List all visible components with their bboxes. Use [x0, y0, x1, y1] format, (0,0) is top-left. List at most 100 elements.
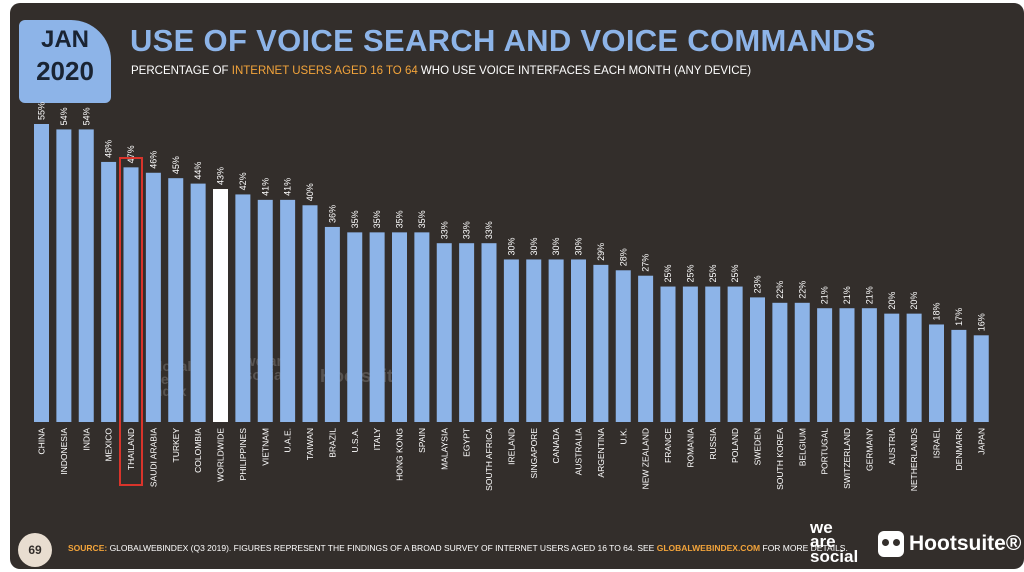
value-label: 41%: [260, 178, 270, 196]
bar: [34, 124, 49, 422]
bar: [235, 194, 251, 422]
hootsuite-logo: Hootsuite®: [878, 531, 1021, 557]
subtitle-prefix: PERCENTAGE OF: [131, 65, 232, 77]
bar: [392, 232, 407, 422]
category-label: WORLDWIDE: [216, 428, 226, 482]
value-label: 35%: [395, 210, 405, 228]
category-label: NEW ZEALAND: [641, 428, 651, 489]
value-label: 35%: [417, 210, 427, 228]
source-text: GLOBALWEBINDEX (Q3 2019). FIGURES REPRES…: [107, 543, 657, 553]
bar: [727, 286, 743, 422]
bar: [638, 275, 654, 422]
bar: [101, 161, 117, 422]
category-label: ISRAEL: [932, 428, 942, 459]
category-label: NETHERLANDS: [909, 428, 919, 492]
value-label: 41%: [283, 178, 293, 196]
value-label: 46%: [148, 151, 158, 169]
slide: JAN 2020 USE OF VOICE SEARCH AND VOICE C…: [10, 3, 1024, 569]
owl-icon: [878, 531, 904, 557]
value-label: 35%: [372, 210, 382, 228]
value-label: 44%: [193, 162, 203, 180]
bar: [615, 270, 631, 422]
category-label: PORTUGAL: [820, 428, 830, 475]
value-label: 47%: [126, 145, 136, 163]
bar: [481, 243, 497, 422]
page-number: 69: [18, 533, 52, 567]
category-label: SWEDEN: [753, 428, 763, 465]
category-label: ROMANIA: [685, 428, 695, 468]
bar: [302, 205, 318, 422]
value-label: 25%: [708, 265, 718, 283]
value-label: 42%: [238, 172, 248, 190]
category-label: GERMANY: [864, 428, 874, 471]
value-label: 33%: [484, 221, 494, 239]
bar-chart: 55% CHINA 54% INDONESIA 54% INDIA 48% MEXICO 47%…: [34, 102, 989, 492]
page-title: USE OF VOICE SEARCH AND VOICE COMMANDS: [130, 23, 876, 58]
category-label: BRAZIL: [327, 428, 337, 458]
value-label: 43%: [216, 167, 226, 185]
category-label: COLOMBIA: [193, 428, 203, 473]
bar: [660, 286, 676, 422]
value-label: 29%: [596, 243, 606, 261]
bar: [190, 183, 206, 422]
source-link[interactable]: GLOBALWEBINDEX.COM: [656, 543, 761, 553]
category-label: SPAIN: [417, 428, 427, 453]
value-label: 27%: [641, 254, 651, 272]
category-label: MEXICO: [104, 428, 114, 462]
bar: [817, 308, 833, 422]
bar: [571, 259, 586, 422]
category-label: RUSSIA: [708, 428, 718, 460]
value-label: 30%: [551, 237, 561, 255]
bar: [145, 172, 161, 422]
category-label: INDONESIA: [59, 428, 69, 475]
we-are-social-logo: we are social: [810, 518, 860, 566]
bar: [459, 243, 475, 422]
bar: [705, 286, 721, 422]
date-year: 2020: [36, 56, 94, 86]
category-label: FRANCE: [663, 428, 673, 463]
value-label: 28%: [618, 248, 628, 266]
bar: [750, 297, 765, 422]
source-end: FOR MORE DETAILS.: [760, 543, 848, 553]
bar: [347, 232, 363, 422]
category-label: EGYPT: [462, 428, 472, 457]
value-label: 30%: [529, 237, 539, 255]
category-label: SAUDI ARABIA: [148, 428, 158, 487]
bar: [123, 167, 139, 422]
bar: [436, 243, 452, 422]
category-label: U.S.A.: [350, 428, 360, 453]
value-label: 48%: [104, 140, 114, 158]
value-label: 20%: [909, 292, 919, 310]
bar: [503, 259, 519, 422]
category-label: MALAYSIA: [439, 428, 449, 470]
bar: [280, 199, 296, 422]
value-label: 35%: [350, 210, 360, 228]
source-note: SOURCE: GLOBALWEBINDEX (Q3 2019). FIGURE…: [68, 543, 848, 553]
category-label: TAIWAN: [305, 428, 315, 460]
bar: [794, 302, 810, 422]
value-label: 17%: [954, 308, 964, 326]
bar: [861, 308, 877, 422]
we-are-social-logo-text: we are social: [810, 518, 859, 566]
bar: [884, 313, 900, 422]
category-label: U.A.E.: [283, 428, 293, 453]
bar: [951, 329, 967, 422]
value-label: 54%: [81, 107, 91, 125]
bar: [369, 232, 385, 422]
category-label: SOUTH AFRICA: [484, 428, 494, 491]
page-subtitle: PERCENTAGE OF INTERNET USERS AGED 16 TO …: [131, 65, 751, 77]
value-label: 21%: [864, 286, 874, 304]
category-label: HONG KONG: [395, 428, 405, 481]
category-label: THAILAND: [126, 428, 136, 470]
value-label: 18%: [932, 302, 942, 320]
bar: [78, 129, 94, 422]
value-label: 40%: [305, 183, 315, 201]
category-label: PHILIPPINES: [238, 428, 248, 481]
category-label: DENMARK: [954, 428, 964, 471]
hootsuite-logo-text: Hootsuite®: [909, 532, 1022, 555]
value-label: 33%: [439, 221, 449, 239]
category-label: SWITZERLAND: [842, 428, 852, 489]
value-label: 20%: [887, 292, 897, 310]
value-label: 25%: [730, 265, 740, 283]
category-label: CANADA: [551, 428, 561, 464]
